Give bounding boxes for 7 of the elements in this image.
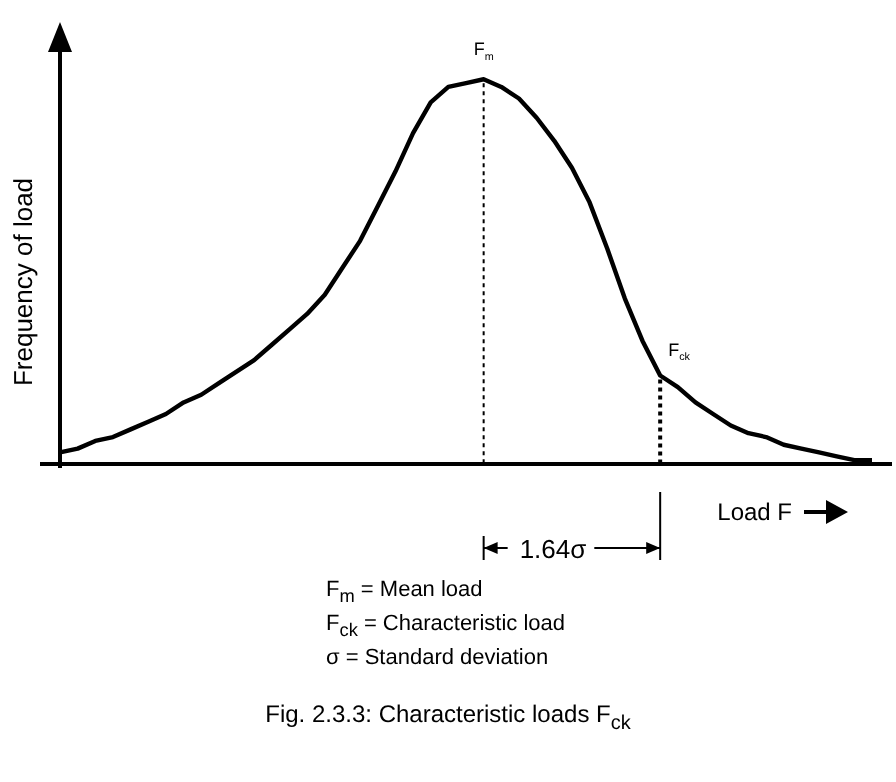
text: Fig. 2.3.3: Characteristic loads F$_{ck}$ <box>263 700 633 735</box>
x-axis-title: Load F <box>717 498 792 526</box>
text: 1.64σ <box>519 534 587 564</box>
text: F$_{ck}$ = Characteristic load <box>326 610 566 645</box>
text: σ = Standard deviation <box>326 644 551 673</box>
text: F$_{m}$ = Mean load <box>326 576 485 611</box>
y-axis-title: Frequency of load <box>8 177 38 387</box>
